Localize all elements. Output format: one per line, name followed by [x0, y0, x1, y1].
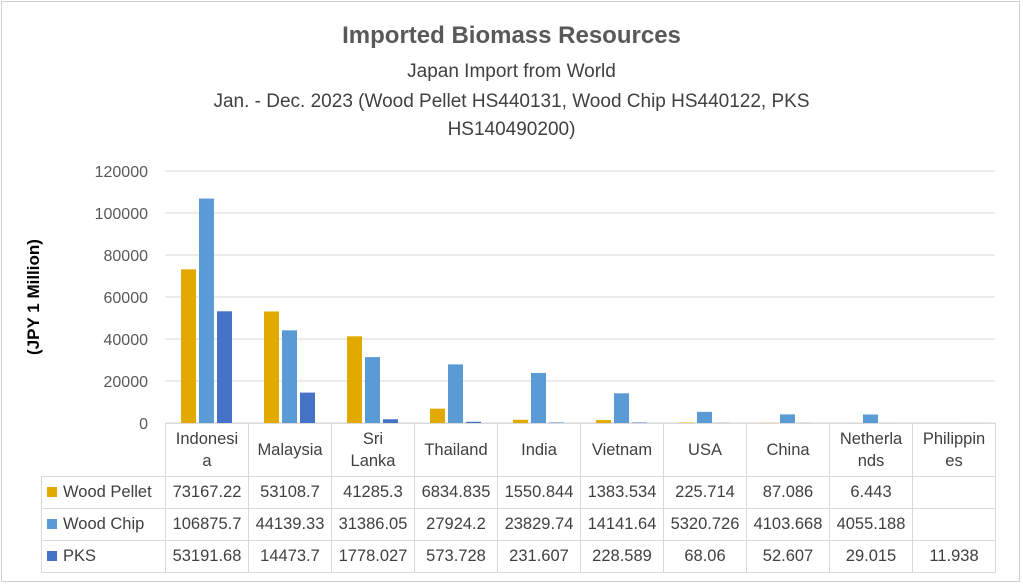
data-label: 573.728: [414, 540, 498, 573]
data-label: 41285.3: [331, 476, 415, 509]
series-row: PKS 53191.68 14473.7 1778.027 573.728 231.607…: [41, 540, 996, 573]
data-table: Indonesi a Malaysia Sri Lanka Thailand India Vi…: [41, 423, 996, 573]
data-label: 44139.33: [248, 508, 332, 541]
chart-subtitle-line-2: Jan. - Dec. 2023 (Wood Pellet HS440131, …: [213, 91, 810, 112]
data-label: [912, 476, 996, 509]
category-label: Sri Lanka: [331, 423, 415, 477]
legend-label: PKS: [63, 547, 97, 565]
bar-wood-pellet: [264, 311, 279, 423]
category-label: Thailand: [414, 423, 498, 477]
category-label: India: [497, 423, 581, 477]
bar-wood-pellet: [347, 336, 362, 423]
legend-key: PKS: [41, 540, 166, 573]
bar-wood-chip: [282, 330, 297, 423]
bar-pks: [217, 311, 232, 423]
data-label: 53191.68: [165, 540, 249, 573]
y-tick-label: 60000: [104, 290, 149, 307]
series-row: Wood Pellet 73167.22 53108.7 41285.3 6834.83…: [41, 476, 996, 509]
data-label: 1778.027: [331, 540, 415, 573]
category-label: Netherla nds: [829, 423, 913, 477]
data-label: 53108.7: [248, 476, 332, 509]
y-tick-label: 100000: [95, 206, 148, 223]
data-label: 73167.22: [165, 476, 249, 509]
category-label: Vietnam: [580, 423, 664, 477]
category-label: Malaysia: [248, 423, 332, 477]
data-label: 1383.534: [580, 476, 664, 509]
category-label: Indonesi a: [165, 423, 249, 477]
data-label: 11.938: [912, 540, 996, 573]
data-label: 14473.7: [248, 540, 332, 573]
bar-wood-pellet: [596, 420, 611, 423]
legend-label: Wood Pellet: [63, 483, 152, 501]
legend-swatch: [47, 519, 57, 529]
data-label: 5320.726: [663, 508, 747, 541]
chart-title: Imported Biomass Resources: [342, 22, 681, 49]
series-row: Wood Chip 106875.7 44139.33 31386.05 27924.2…: [41, 508, 996, 541]
category-label: USA: [663, 423, 747, 477]
data-label: 27924.2: [414, 508, 498, 541]
bar-wood-pellet: [181, 269, 196, 423]
data-label: 87.086: [746, 476, 830, 509]
legend-swatch: [47, 487, 57, 497]
data-label: 31386.05: [331, 508, 415, 541]
bar-wood-chip: [531, 372, 546, 423]
legend-swatch: [47, 551, 57, 561]
bar-wood-chip: [448, 364, 463, 423]
y-tick-label: 80000: [104, 248, 149, 265]
y-tick-label: 40000: [104, 332, 149, 349]
data-label: 106875.7: [165, 508, 249, 541]
data-label: 52.607: [746, 540, 830, 573]
data-label: 29.015: [829, 540, 913, 573]
bar-wood-chip: [614, 393, 629, 423]
bar-wood-chip: [780, 414, 795, 423]
data-label: 1550.844: [497, 476, 581, 509]
data-label: 23829.74: [497, 508, 581, 541]
data-label: 14141.64: [580, 508, 664, 541]
bar-wood-pellet: [430, 408, 445, 423]
bar-pks: [466, 421, 481, 423]
bar-wood-chip: [863, 414, 878, 423]
bar-wood-chip: [365, 357, 380, 423]
y-tick-label: 20000: [104, 374, 149, 391]
y-tick-label: 120000: [95, 164, 148, 181]
data-label: 228.589: [580, 540, 664, 573]
data-label: 68.06: [663, 540, 747, 573]
category-label: China: [746, 423, 830, 477]
data-label: 6834.835: [414, 476, 498, 509]
data-label: 4103.668: [746, 508, 830, 541]
bar-pks: [300, 392, 315, 423]
bar-pks: [383, 419, 398, 423]
data-label: [912, 508, 996, 541]
legend-label: Wood Chip: [63, 515, 145, 533]
chart-subtitle-line-1: Japan Import from World: [407, 61, 616, 82]
legend-key: Wood Chip: [41, 508, 166, 541]
data-label: 231.607: [497, 540, 581, 573]
chart-subtitle-line-3: HS140490200): [447, 119, 576, 140]
category-row: Indonesi a Malaysia Sri Lanka Thailand India Vi…: [41, 423, 996, 477]
data-label: 4055.188: [829, 508, 913, 541]
legend-key: Wood Pellet: [41, 476, 166, 509]
table-corner: [41, 423, 166, 477]
data-label: 6.443: [829, 476, 913, 509]
bar-wood-chip: [697, 411, 712, 423]
bar-wood-chip: [199, 198, 214, 423]
data-label: 225.714: [663, 476, 747, 509]
category-label: Philippin es: [912, 423, 996, 477]
bar-wood-pellet: [513, 419, 528, 423]
